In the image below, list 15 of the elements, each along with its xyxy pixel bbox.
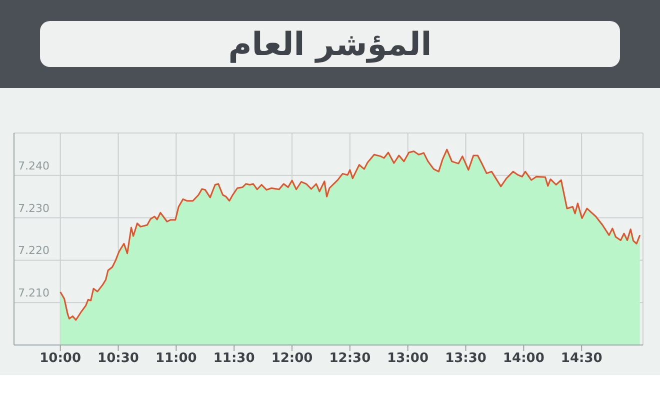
x-tick-label: 10:30 (98, 351, 139, 366)
y-tick-label: 7.230 (18, 202, 50, 215)
x-tick-label: 12:30 (329, 351, 371, 366)
x-tick-label: 12:00 (271, 351, 313, 366)
x-tick-label: 13:00 (387, 351, 429, 366)
x-tick-label: 14:00 (502, 351, 544, 366)
chart-title: المؤشر العام (40, 21, 620, 67)
x-tick-label: 14:30 (560, 351, 602, 366)
x-tick-label: 11:30 (213, 351, 255, 366)
y-tick-label: 7.220 (18, 244, 50, 258)
y-tick-label: 7.240 (18, 159, 50, 172)
x-tick-label: 11:00 (155, 351, 197, 366)
x-tick-label: 13:30 (445, 351, 486, 366)
y-tick-label: 7.210 (18, 286, 50, 300)
x-tick-label: 10:00 (40, 351, 82, 366)
